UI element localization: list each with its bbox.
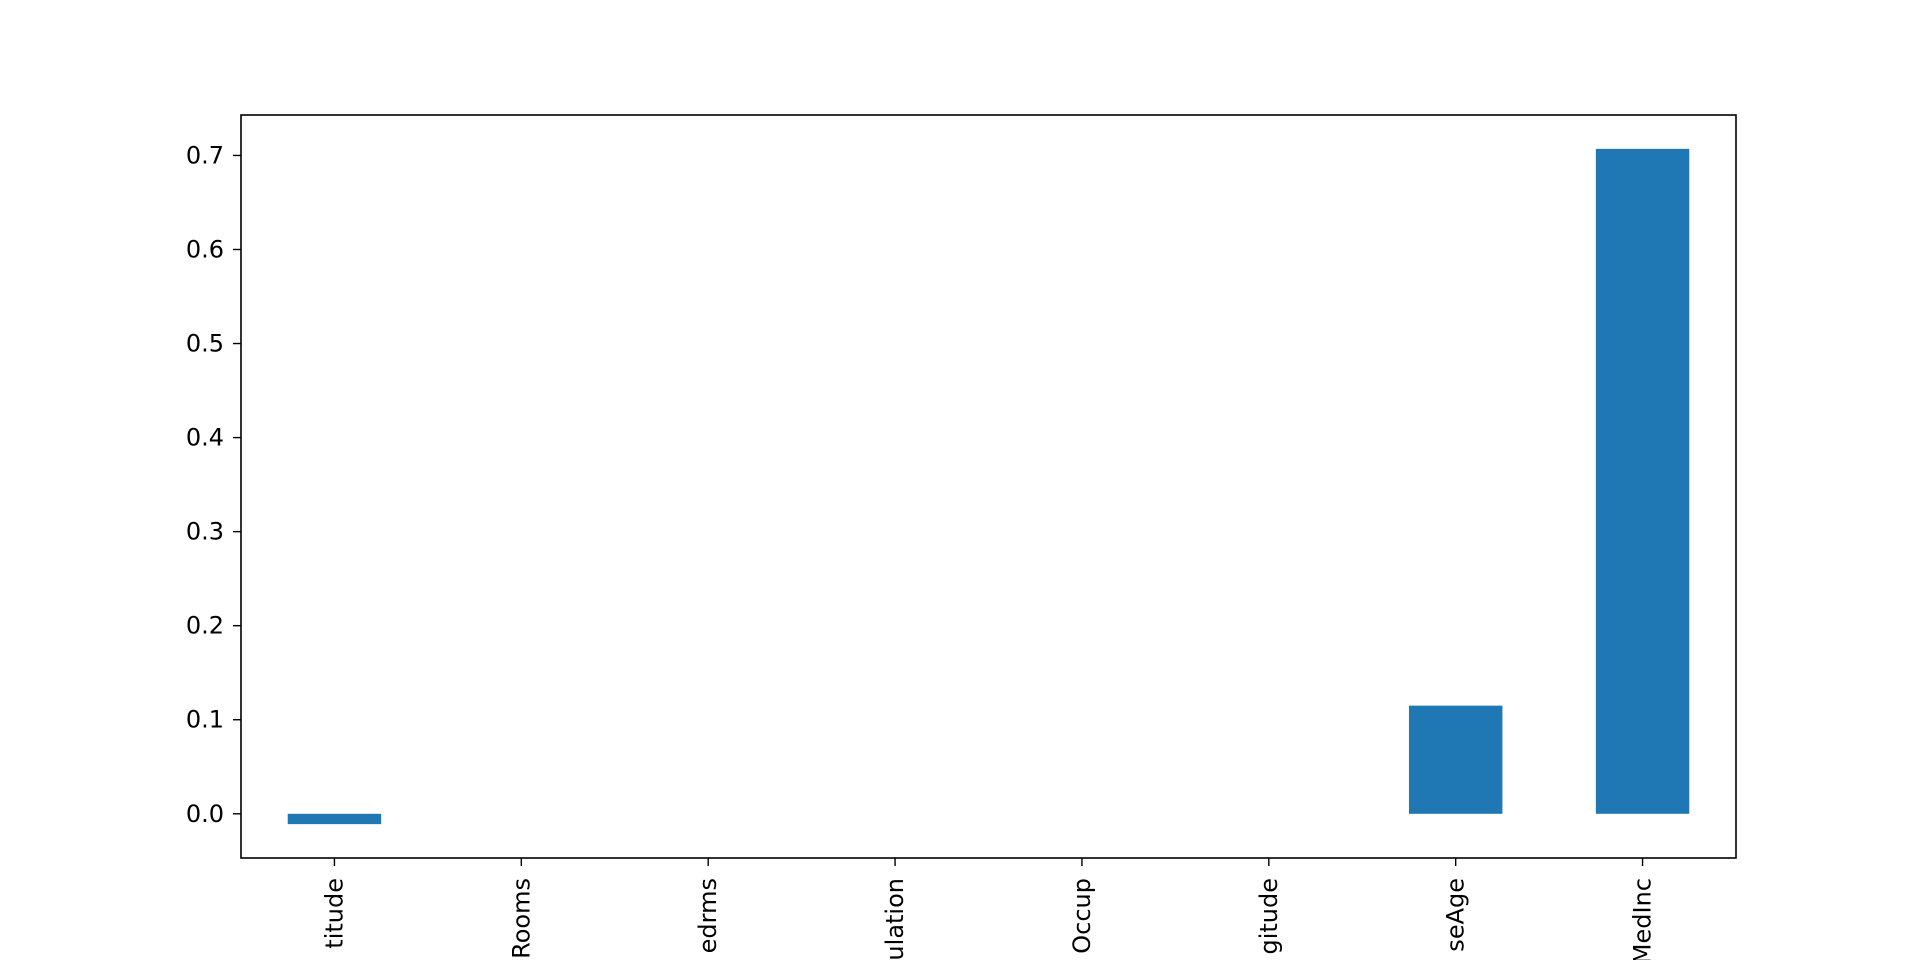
- bar-houseage: [1408, 705, 1503, 814]
- x-tick-label: Rooms: [507, 878, 535, 959]
- x-tick-label: titude: [320, 878, 348, 949]
- x-axis: titude Rooms edrms ulation Occup gitude seAge M…: [320, 858, 1657, 964]
- y-tick-label: 0.6: [186, 235, 224, 263]
- y-tick-label: 0.4: [186, 424, 224, 452]
- x-tick-label: edrms: [694, 878, 722, 953]
- x-tick-label: Occup: [1068, 878, 1096, 954]
- x-tick-label: ulation: [881, 878, 909, 960]
- x-tick-label: seAge: [1442, 878, 1470, 952]
- y-tick-label: 0.7: [186, 141, 224, 169]
- y-tick-label: 0.0: [186, 800, 224, 828]
- y-axis: 0.0 0.1 0.2 0.3 0.4 0.5 0.6 0.7: [186, 141, 241, 828]
- y-tick-label: 0.5: [186, 330, 224, 358]
- bars-layer: [287, 148, 1690, 825]
- y-tick-label: 0.2: [186, 612, 224, 640]
- bar-latitude: [287, 813, 382, 825]
- x-tick-label: gitude: [1255, 878, 1283, 955]
- y-tick-label: 0.1: [186, 706, 224, 734]
- y-tick-label: 0.3: [186, 518, 224, 546]
- x-tick-label: MedInc: [1629, 878, 1657, 960]
- bar-medinc: [1595, 148, 1690, 814]
- plot-frame: [240, 114, 1737, 859]
